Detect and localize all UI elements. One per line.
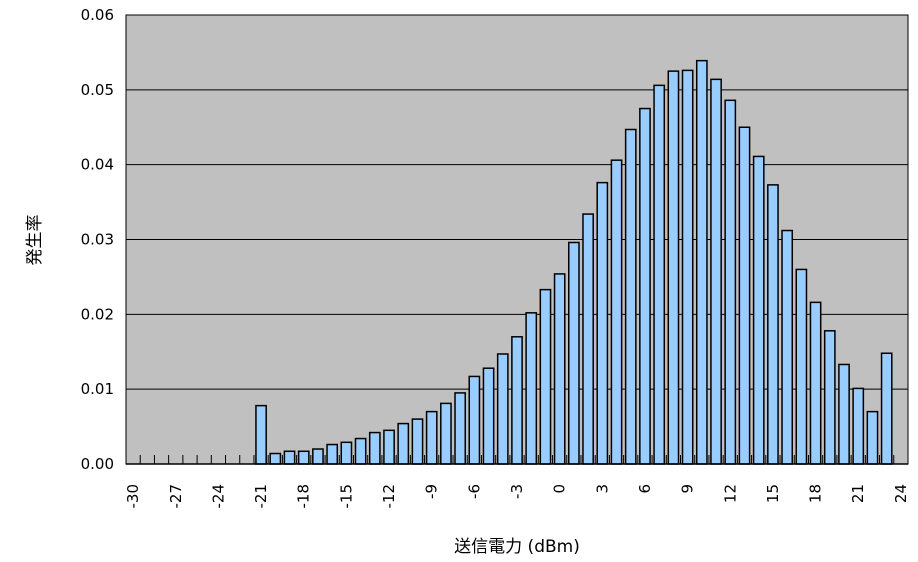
bar — [880, 352, 893, 465]
bar — [639, 107, 651, 465]
x-tick-label: 9 — [679, 484, 697, 494]
y-tick-label: 0.01 — [81, 380, 114, 398]
bar — [312, 448, 324, 465]
y-tick-label: 0.03 — [81, 231, 114, 249]
x-tick-labels: -30 -27 -24 -21 -18 -15 -12 -9 -6 -3 0 3 6 9 12 15 18 21 2… — [124, 484, 910, 509]
bar — [340, 441, 353, 465]
bar — [681, 69, 694, 465]
bar — [283, 450, 296, 465]
bars — [255, 59, 893, 465]
y-tick-label: 0.04 — [81, 156, 114, 174]
bar — [397, 422, 410, 465]
y-tick-label: 0.05 — [81, 81, 114, 99]
x-tick-label: 24 — [892, 484, 910, 503]
x-axis — [125, 455, 909, 465]
bar — [582, 213, 594, 465]
bar — [795, 268, 808, 465]
bar — [724, 99, 737, 465]
bar — [866, 410, 879, 465]
bar — [695, 59, 708, 465]
x-tick-label: 15 — [764, 484, 782, 503]
bar — [440, 402, 452, 465]
bar — [738, 126, 751, 465]
y-tick-label: 0.00 — [81, 455, 114, 473]
x-tick-label: 21 — [849, 484, 867, 503]
bar — [553, 273, 566, 465]
x-tick-label: -21 — [252, 484, 270, 509]
bar — [752, 155, 765, 465]
x-tick-label: 3 — [593, 484, 611, 494]
x-axis-title: 送信電力 (dBm) — [454, 537, 580, 557]
bar — [568, 241, 580, 465]
x-tick-label: 18 — [807, 484, 825, 503]
bar — [653, 84, 666, 465]
bar — [525, 312, 538, 465]
y-axis-title: 発生率 — [25, 215, 45, 266]
bar — [425, 410, 438, 465]
bar — [767, 184, 779, 465]
bar — [710, 78, 722, 465]
x-tick-label: -30 — [124, 484, 142, 509]
x-tick-label: -18 — [295, 484, 313, 509]
bar — [596, 181, 609, 465]
x-tick-label: -6 — [465, 484, 483, 499]
x-tick-label: -9 — [423, 484, 441, 499]
x-tick-label: -12 — [380, 484, 398, 509]
bar — [383, 429, 395, 465]
bar — [838, 363, 850, 465]
y-tick-labels: 0.00 0.01 0.02 0.03 0.04 0.05 0.06 — [81, 6, 114, 473]
bar — [496, 353, 509, 465]
x-tick-label: 0 — [551, 484, 569, 494]
bar — [511, 336, 523, 465]
bar — [624, 128, 637, 465]
bar — [255, 404, 267, 465]
bar — [809, 301, 822, 465]
bar — [326, 443, 339, 465]
bar — [852, 387, 865, 465]
y-tick-label: 0.06 — [81, 6, 114, 24]
bar — [354, 437, 367, 465]
bar — [781, 229, 794, 465]
x-tick-label: 6 — [636, 484, 654, 494]
bar — [610, 159, 623, 465]
x-tick-label: -27 — [167, 484, 185, 509]
bar — [468, 375, 481, 465]
bar — [482, 367, 495, 465]
bar — [454, 392, 466, 465]
bar — [368, 431, 381, 465]
bar — [297, 450, 310, 465]
x-tick-label: -15 — [337, 484, 355, 509]
x-tick-label: -3 — [508, 484, 526, 499]
y-tick-label: 0.02 — [81, 305, 114, 323]
bar — [823, 330, 836, 465]
x-tick-label: -24 — [209, 484, 227, 509]
x-tick-label: 12 — [721, 484, 739, 503]
bar — [539, 288, 552, 465]
bar — [269, 452, 282, 465]
bar — [411, 418, 424, 465]
bar — [667, 70, 680, 465]
